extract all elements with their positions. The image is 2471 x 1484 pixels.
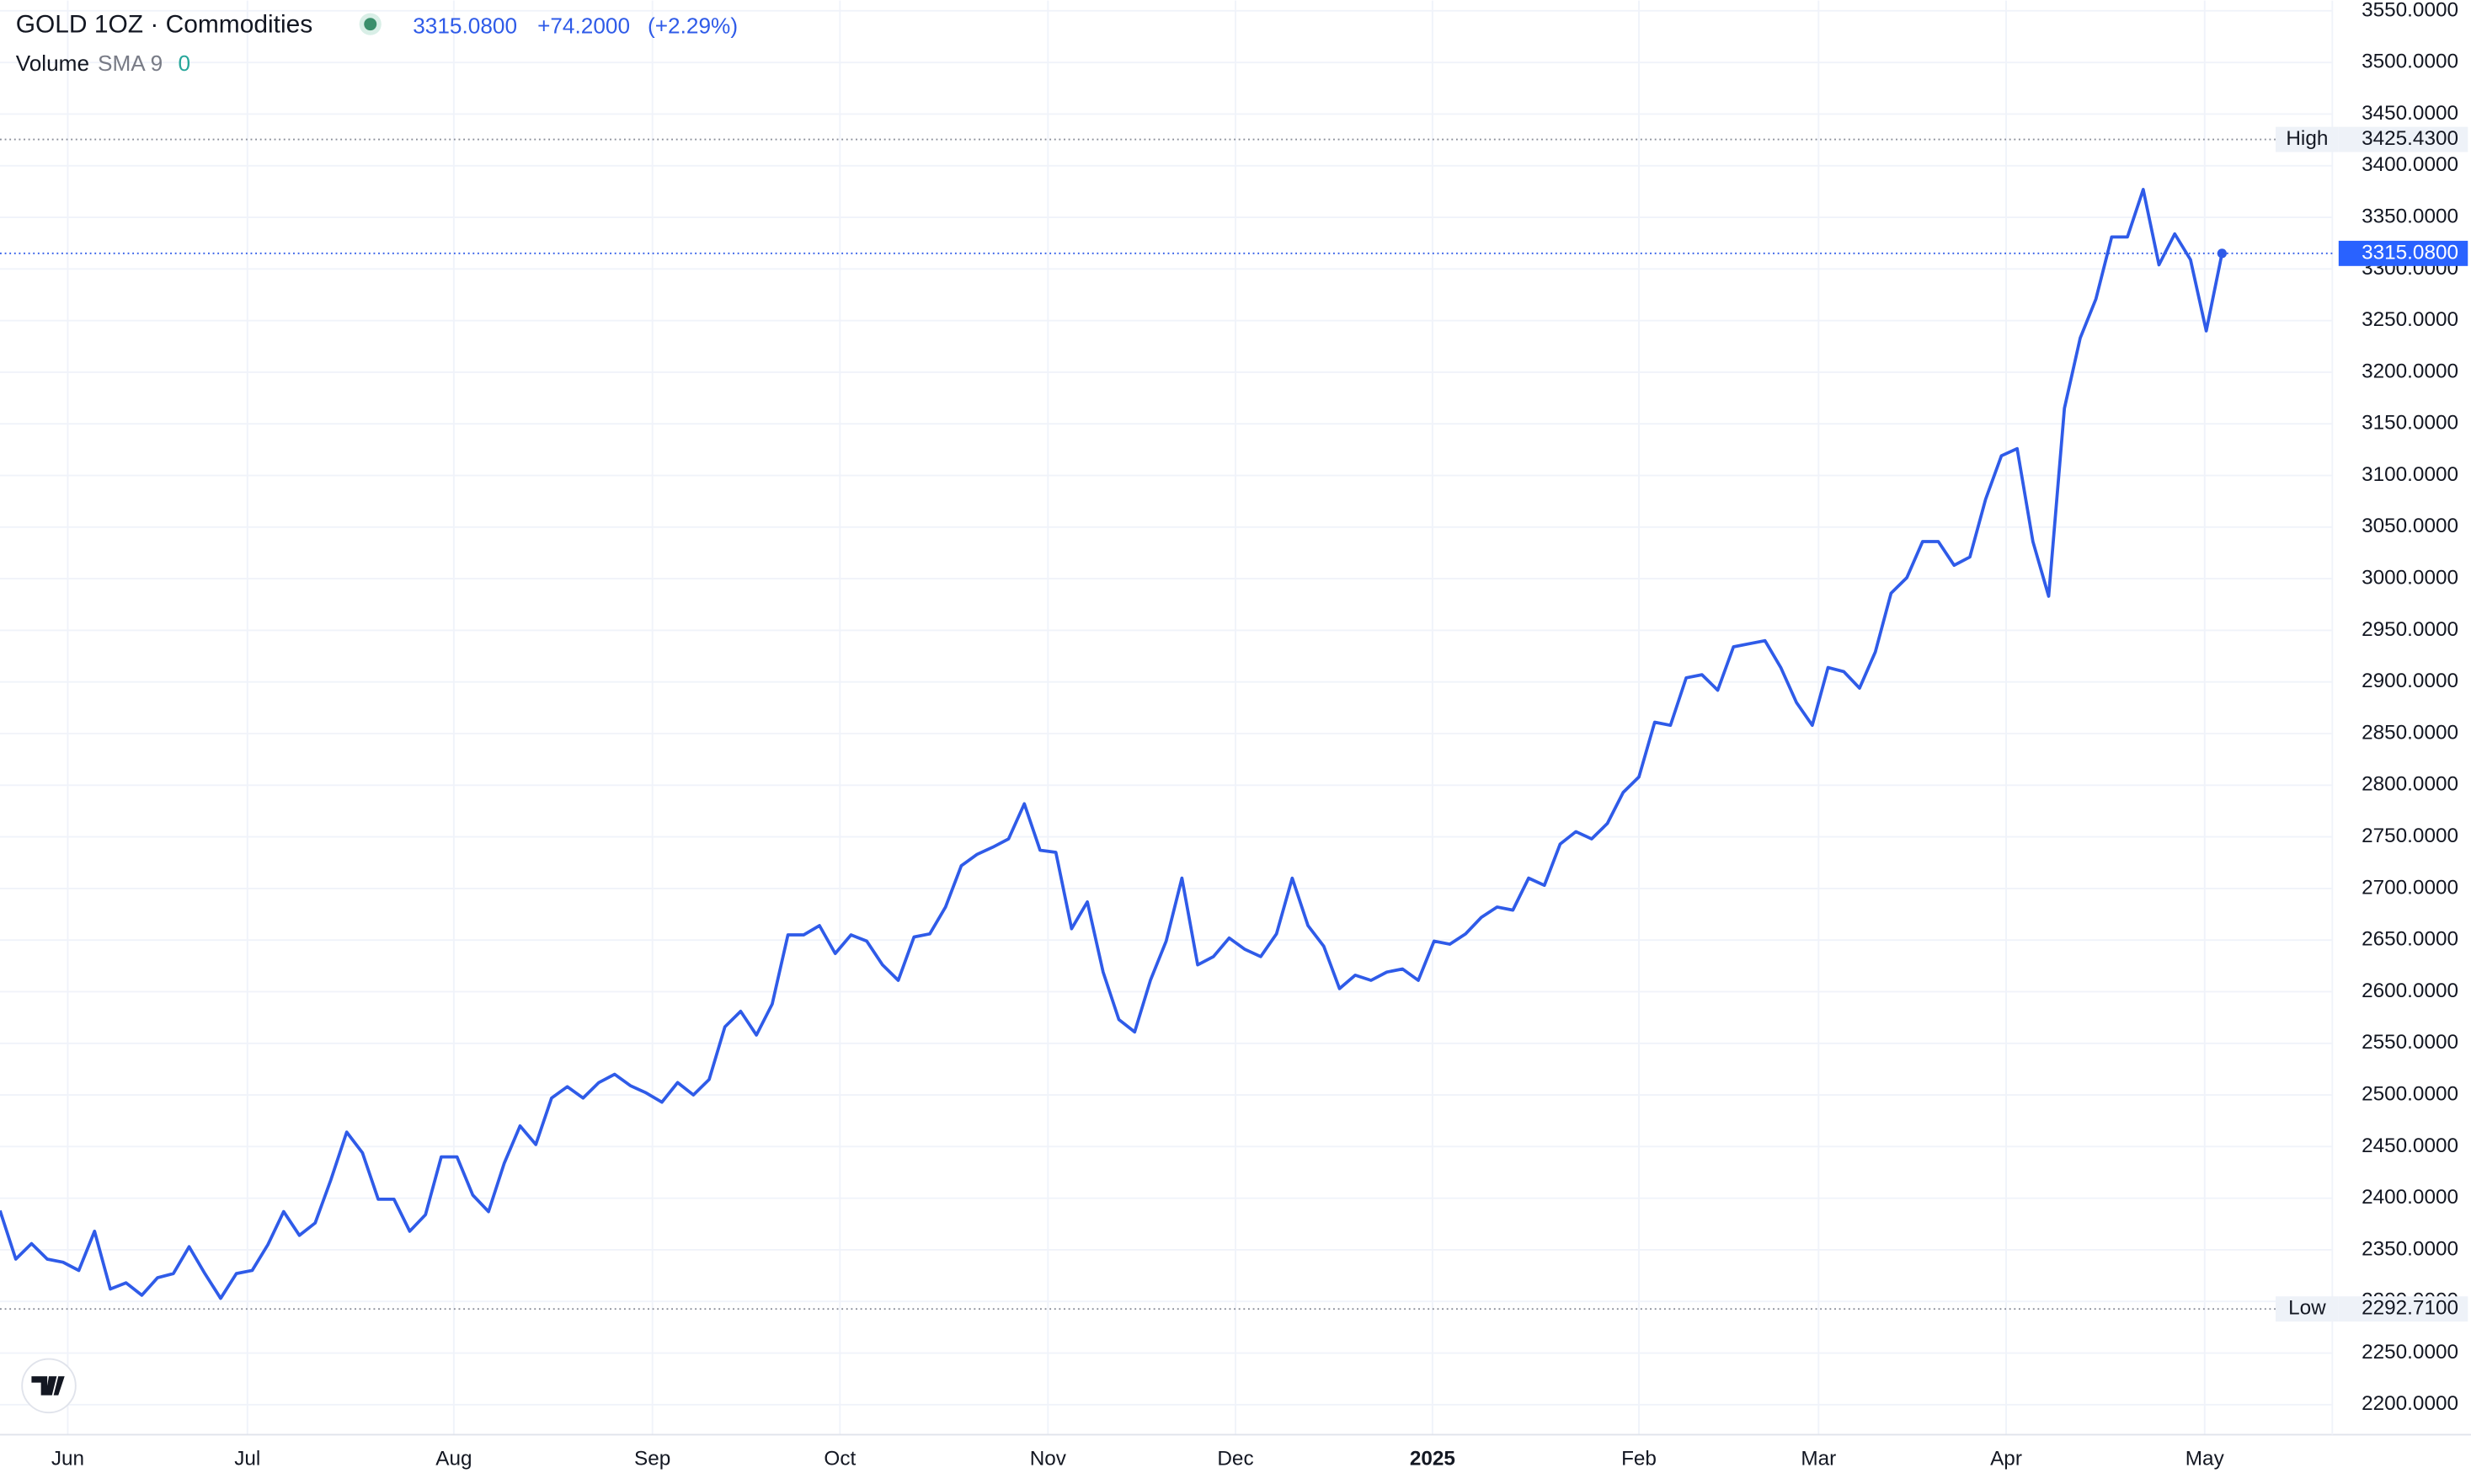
- y-tick-label: 2350.0000: [2362, 1237, 2458, 1260]
- y-tick-label: 3400.0000: [2362, 153, 2458, 176]
- y-tick-label: 2400.0000: [2362, 1186, 2458, 1209]
- x-tick-label: Nov: [1030, 1448, 1067, 1471]
- header-price: 3315.0800: [413, 13, 517, 38]
- y-tick-label: 2900.0000: [2362, 670, 2458, 692]
- logo-mark[interactable]: [31, 1376, 65, 1396]
- chart-title: GOLD 1OZ · Commodities: [16, 10, 313, 38]
- y-tick-label: 2200.0000: [2362, 1392, 2458, 1415]
- high-badge: [2338, 126, 2468, 152]
- y-tick-label: 3500.0000: [2362, 51, 2458, 73]
- logo[interactable]: [21, 1358, 77, 1414]
- low-label: 2292.7100: [2362, 1297, 2458, 1320]
- x-tick-label: Jul: [234, 1448, 260, 1471]
- y-tick-label: 3250.0000: [2362, 308, 2458, 331]
- x-tick-label: Jun: [51, 1448, 84, 1471]
- y-tick-label: 2950.0000: [2362, 618, 2458, 641]
- header-change-percent: (+2.29%): [648, 13, 738, 38]
- x-tick-label: 2025: [1410, 1448, 1455, 1471]
- x-tick-label: Apr: [1990, 1448, 2022, 1471]
- x-tick-label: Dec: [1217, 1448, 1253, 1471]
- x-tick-label: Aug: [435, 1448, 472, 1471]
- y-tick-label: 2650.0000: [2362, 928, 2458, 951]
- low-name: Low: [2288, 1297, 2326, 1320]
- price-line: [0, 188, 2224, 1300]
- y-tick-label: 2800.0000: [2362, 773, 2458, 796]
- y-tick-label: 3150.0000: [2362, 412, 2458, 435]
- y-tick-label: 3100.0000: [2362, 463, 2458, 486]
- y-tick-label: 2850.0000: [2362, 721, 2458, 744]
- x-tick-label: Sep: [634, 1448, 670, 1471]
- y-tick-label: 2600.0000: [2362, 980, 2458, 1002]
- y-tick-label: 3450.0000: [2362, 102, 2458, 125]
- last_price-label: 3315.0800: [2362, 241, 2458, 264]
- x-tick-label: Mar: [1801, 1448, 1836, 1471]
- header-change: +74.2000: [537, 13, 630, 38]
- indicator-name: Volume: [16, 51, 89, 76]
- x-tick-label: Oct: [824, 1448, 856, 1471]
- y-tick-label: 2700.0000: [2362, 876, 2458, 899]
- y-tick-label: 2500.0000: [2362, 1082, 2458, 1105]
- y-tick-label: 3050.0000: [2362, 515, 2458, 537]
- low-badge: [2338, 1296, 2468, 1322]
- status-dot: [364, 18, 377, 31]
- low-name-bg: [2275, 1296, 2339, 1322]
- y-tick-label: 3000.0000: [2362, 567, 2458, 590]
- x-tick-label: May: [2185, 1448, 2225, 1471]
- y-tick-label: 3200.0000: [2362, 360, 2458, 382]
- y-tick-label: 2750.0000: [2362, 825, 2458, 847]
- high-name: High: [2286, 127, 2328, 150]
- indicator-params: SMA 9: [98, 51, 163, 76]
- x-tick-label: Feb: [1621, 1448, 1657, 1471]
- y-tick-label: 3550.0000: [2362, 0, 2458, 21]
- high-label: 3425.4300: [2362, 127, 2458, 150]
- y-tick-label: 2450.0000: [2362, 1134, 2458, 1157]
- last_price-badge: [2338, 240, 2468, 266]
- y-tick-label: 3350.0000: [2362, 205, 2458, 227]
- indicator-value: 0: [178, 51, 190, 76]
- high-name-bg: [2275, 126, 2339, 152]
- y-tick-label: 2550.0000: [2362, 1031, 2458, 1054]
- y-tick-label: 2250.0000: [2362, 1341, 2458, 1364]
